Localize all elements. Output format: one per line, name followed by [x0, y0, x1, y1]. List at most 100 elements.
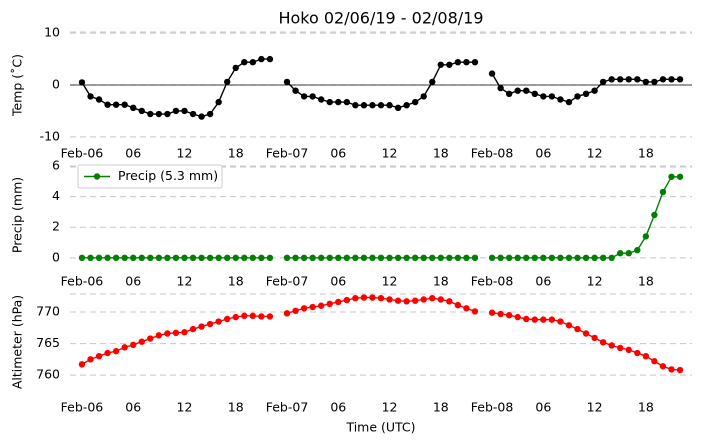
data-point — [599, 78, 607, 86]
data-point — [352, 254, 359, 262]
data-point — [617, 344, 624, 352]
data-point — [206, 110, 214, 118]
data-point — [335, 254, 342, 262]
data-point — [130, 104, 137, 112]
data-point — [386, 296, 393, 303]
data-point — [599, 254, 607, 262]
data-point — [317, 96, 325, 103]
data-point — [377, 294, 385, 302]
x-tick-label: 18 — [228, 146, 244, 161]
y-tick-label: 760 — [36, 367, 60, 382]
x-tick-label: Feb-08 — [471, 146, 514, 161]
series-line — [81, 176, 681, 259]
x-tick-label: 12 — [587, 400, 603, 415]
data-point — [369, 254, 376, 262]
data-point — [138, 254, 145, 262]
data-point — [642, 352, 650, 360]
y-tick-label: 770 — [36, 304, 60, 319]
data-point — [463, 305, 470, 312]
data-point — [164, 330, 171, 337]
data-point — [411, 297, 419, 304]
x-tick-label: 18 — [638, 274, 654, 289]
data-point — [574, 254, 581, 262]
data-point — [198, 113, 205, 120]
data-point — [121, 344, 128, 351]
data-point — [326, 98, 333, 106]
data-point — [189, 110, 197, 118]
data-point — [181, 254, 188, 262]
data-point — [651, 78, 658, 86]
data-point — [352, 102, 359, 109]
data-point — [147, 335, 154, 342]
data-point — [505, 90, 513, 98]
x-tick-label: 12 — [382, 400, 398, 415]
data-point — [104, 254, 111, 262]
data-point — [523, 315, 530, 323]
data-point — [394, 254, 402, 262]
data-point — [394, 104, 402, 112]
data-point — [121, 254, 128, 262]
data-point — [386, 254, 393, 262]
data-point — [634, 76, 641, 83]
data-point — [78, 79, 86, 86]
data-point — [420, 254, 427, 262]
data-point — [488, 254, 496, 262]
y-tick-label: 10 — [44, 25, 60, 40]
data-point — [258, 254, 265, 262]
data-point — [343, 296, 351, 304]
x-tick-label: 06 — [330, 274, 346, 289]
data-point — [514, 313, 521, 321]
data-point — [215, 318, 222, 325]
data-point — [121, 101, 128, 108]
data-point — [95, 352, 103, 360]
data-point — [172, 107, 180, 115]
data-point — [300, 254, 308, 262]
data-point — [454, 59, 462, 66]
x-tick-label: Feb-08 — [471, 400, 514, 415]
data-point — [206, 254, 214, 262]
data-point — [232, 313, 239, 321]
data-point — [300, 93, 308, 100]
x-tick-label: Feb-06 — [61, 146, 104, 161]
data-point — [352, 294, 359, 302]
x-tick-label: 12 — [382, 146, 398, 161]
series-line — [81, 296, 681, 371]
data-point — [309, 303, 316, 311]
data-point — [198, 323, 205, 330]
data-point — [531, 90, 538, 98]
data-point — [634, 349, 641, 357]
y-tick-label: -10 — [40, 128, 60, 143]
data-point — [87, 93, 94, 100]
data-point — [617, 250, 624, 257]
data-point — [411, 98, 419, 106]
data-point — [206, 320, 214, 328]
data-point — [676, 76, 684, 83]
data-point — [155, 110, 163, 118]
data-point — [582, 90, 590, 98]
data-point — [659, 188, 667, 196]
data-point — [608, 254, 615, 262]
data-point — [172, 254, 180, 262]
y-tick-label: 765 — [36, 335, 60, 350]
data-point — [189, 254, 197, 262]
data-point — [266, 55, 274, 63]
data-point — [454, 301, 462, 309]
data-point — [112, 101, 120, 108]
data-point — [463, 254, 470, 262]
data-point — [249, 312, 257, 320]
data-point — [676, 366, 684, 374]
data-point — [565, 98, 573, 106]
data-point — [369, 294, 376, 301]
data-point — [497, 254, 504, 262]
data-point — [437, 296, 445, 303]
data-point — [189, 325, 197, 333]
y-tick-label: 0 — [52, 77, 60, 92]
data-point — [548, 93, 556, 100]
data-point — [625, 346, 632, 354]
data-point — [523, 87, 530, 94]
data-point — [249, 59, 257, 66]
data-point — [283, 254, 291, 262]
data-point — [104, 349, 111, 357]
data-point — [591, 254, 598, 262]
